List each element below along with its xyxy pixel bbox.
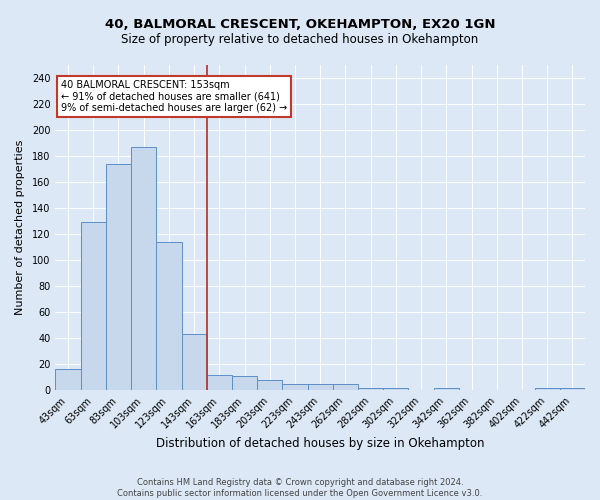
Text: 40, BALMORAL CRESCENT, OKEHAMPTON, EX20 1GN: 40, BALMORAL CRESCENT, OKEHAMPTON, EX20 … (105, 18, 495, 30)
Bar (182, 334, 207, 390)
Bar (308, 384, 333, 390)
Bar (80, 222, 106, 390)
Text: 40 BALMORAL CRESCENT: 153sqm
← 91% of detached houses are smaller (641)
9% of se: 40 BALMORAL CRESCENT: 153sqm ← 91% of de… (61, 80, 287, 113)
Bar (434, 388, 459, 390)
Y-axis label: Number of detached properties: Number of detached properties (15, 140, 25, 316)
Bar (358, 388, 383, 390)
Bar (232, 376, 257, 390)
Bar (535, 388, 560, 390)
X-axis label: Distribution of detached houses by size in Okehampton: Distribution of detached houses by size … (156, 437, 484, 450)
Bar (560, 388, 585, 390)
Text: Contains HM Land Registry data © Crown copyright and database right 2024.
Contai: Contains HM Land Registry data © Crown c… (118, 478, 482, 498)
Bar (257, 380, 283, 390)
Bar (131, 147, 157, 390)
Bar (106, 164, 131, 390)
Bar (55, 370, 80, 390)
Bar (157, 242, 182, 390)
Bar (283, 384, 308, 390)
Text: Size of property relative to detached houses in Okehampton: Size of property relative to detached ho… (121, 32, 479, 46)
Bar (207, 374, 232, 390)
Bar (383, 388, 409, 390)
Bar (333, 384, 358, 390)
